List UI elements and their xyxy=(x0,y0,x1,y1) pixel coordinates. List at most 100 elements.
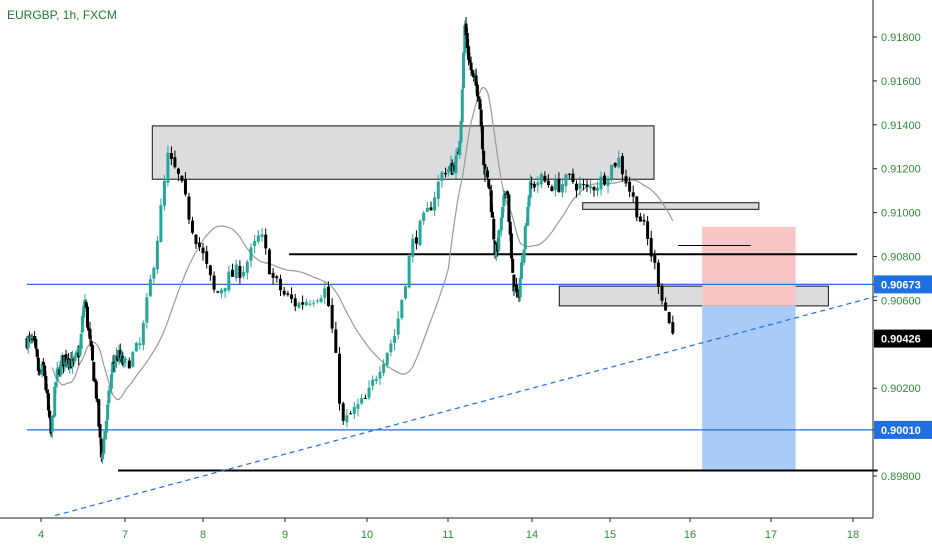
candle-body[interactable] xyxy=(592,186,596,191)
candle-body[interactable] xyxy=(418,220,422,246)
candle-body[interactable] xyxy=(567,173,571,175)
candle-body[interactable] xyxy=(642,219,646,222)
candle-body[interactable] xyxy=(275,276,279,279)
candle-body[interactable] xyxy=(511,258,515,273)
candle-body[interactable] xyxy=(506,191,510,195)
candle-body[interactable] xyxy=(458,140,462,155)
candle-body[interactable] xyxy=(80,316,84,333)
candle-body[interactable] xyxy=(111,361,115,373)
candle-body[interactable] xyxy=(460,89,464,123)
candle-body[interactable] xyxy=(507,194,511,222)
candle-body[interactable] xyxy=(315,300,319,302)
candle-body[interactable] xyxy=(483,164,487,175)
candle-body[interactable] xyxy=(145,297,149,323)
candle-body[interactable] xyxy=(89,341,93,347)
candle-body[interactable] xyxy=(407,255,411,288)
candle-body[interactable] xyxy=(260,234,264,237)
candle-body[interactable] xyxy=(297,302,301,308)
candle-body[interactable] xyxy=(249,247,253,261)
candle-body[interactable] xyxy=(367,387,371,398)
candle-body[interactable] xyxy=(557,178,561,192)
candle-body[interactable] xyxy=(463,25,467,54)
candle-body[interactable] xyxy=(124,358,128,360)
candle-body[interactable] xyxy=(79,334,83,349)
candle-body[interactable] xyxy=(433,197,437,211)
candle-body[interactable] xyxy=(497,230,501,251)
candle-body[interactable] xyxy=(459,121,463,143)
candle-body[interactable] xyxy=(646,221,650,239)
candle-body[interactable] xyxy=(539,174,543,185)
candle-body[interactable] xyxy=(465,32,469,49)
candle-body[interactable] xyxy=(468,59,472,63)
candle-body[interactable] xyxy=(356,404,360,409)
candle-body[interactable] xyxy=(518,278,522,298)
candle-body[interactable] xyxy=(508,221,512,235)
candle-body[interactable] xyxy=(571,173,575,182)
candle-body[interactable] xyxy=(54,382,58,387)
candle-body[interactable] xyxy=(624,176,628,184)
candle-body[interactable] xyxy=(312,302,316,304)
candle-body[interactable] xyxy=(48,410,52,419)
candle-body[interactable] xyxy=(173,157,177,168)
candle-body[interactable] xyxy=(550,186,554,192)
candle-body[interactable] xyxy=(183,179,187,195)
candle-body[interactable] xyxy=(293,298,297,307)
candle-body[interactable] xyxy=(475,84,479,97)
candle-body[interactable] xyxy=(499,217,503,231)
candle-body[interactable] xyxy=(122,358,126,364)
candle-body[interactable] xyxy=(155,240,159,270)
candle-body[interactable] xyxy=(131,352,135,367)
candle-body[interactable] xyxy=(599,176,603,190)
candle-body[interactable] xyxy=(512,274,516,292)
candle-body[interactable] xyxy=(93,378,97,383)
candle-body[interactable] xyxy=(319,298,323,302)
candle-body[interactable] xyxy=(304,301,308,306)
candle-body[interactable] xyxy=(99,439,103,458)
candle-body[interactable] xyxy=(127,360,131,369)
candle-body[interactable] xyxy=(70,358,74,367)
candle-body[interactable] xyxy=(653,255,657,263)
candle-body[interactable] xyxy=(50,416,54,432)
candle-body[interactable] xyxy=(393,336,397,343)
candle-body[interactable] xyxy=(212,275,216,290)
candle-body[interactable] xyxy=(38,369,42,374)
candle-body[interactable] xyxy=(88,328,92,339)
candle-body[interactable] xyxy=(46,393,50,411)
candle-body[interactable] xyxy=(492,218,496,240)
candle-body[interactable] xyxy=(422,212,426,221)
candle-body[interactable] xyxy=(169,153,173,159)
candle-body[interactable] xyxy=(606,179,610,186)
candle-body[interactable] xyxy=(338,353,342,404)
candle-body[interactable] xyxy=(41,362,45,365)
candle-body[interactable] xyxy=(564,174,568,187)
candle-body[interactable] xyxy=(389,343,393,353)
candle-body[interactable] xyxy=(205,251,209,264)
candle-body[interactable] xyxy=(530,183,534,185)
candle-body[interactable] xyxy=(536,182,540,186)
candle-body[interactable] xyxy=(516,290,520,292)
candle-body[interactable] xyxy=(664,302,668,311)
candle-body[interactable] xyxy=(610,164,614,179)
candle-body[interactable] xyxy=(522,249,526,263)
candle-body[interactable] xyxy=(470,69,474,74)
candle-body[interactable] xyxy=(84,301,88,308)
candle-body[interactable] xyxy=(231,269,235,277)
candle-body[interactable] xyxy=(180,175,184,181)
candle-body[interactable] xyxy=(464,23,468,36)
candle-body[interactable] xyxy=(613,162,617,167)
candle-body[interactable] xyxy=(474,75,478,86)
candle-body[interactable] xyxy=(97,399,101,427)
candle-body[interactable] xyxy=(514,284,518,292)
candle-body[interactable] xyxy=(371,379,375,386)
candle-body[interactable] xyxy=(57,367,60,370)
candle-body[interactable] xyxy=(462,52,466,88)
candle-body[interactable] xyxy=(489,190,493,213)
candle-body[interactable] xyxy=(44,376,48,391)
candle-body[interactable] xyxy=(36,357,40,371)
candle-body[interactable] xyxy=(378,372,382,379)
candle-body[interactable] xyxy=(526,206,530,226)
candle-body[interactable] xyxy=(141,322,145,345)
candle-body[interactable] xyxy=(440,172,444,181)
candle-body[interactable] xyxy=(92,362,96,381)
candle-body[interactable] xyxy=(98,424,102,438)
